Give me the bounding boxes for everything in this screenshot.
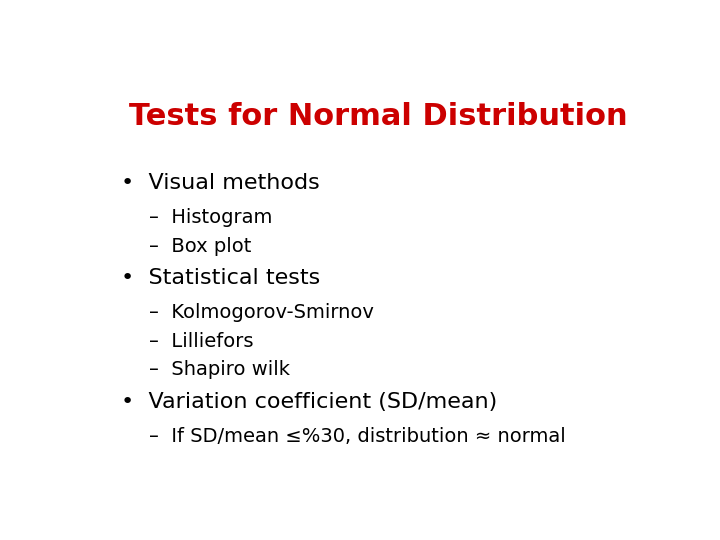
Text: –  If SD/mean ≤%30, distribution ≈ normal: – If SD/mean ≤%30, distribution ≈ normal [148,427,565,446]
Text: –  Box plot: – Box plot [148,237,251,255]
Text: •  Visual methods: • Visual methods [121,173,320,193]
Text: Tests for Normal Distribution: Tests for Normal Distribution [129,102,628,131]
Text: –  Lilliefors: – Lilliefors [148,332,253,351]
Text: –  Kolmogorov-Smirnov: – Kolmogorov-Smirnov [148,303,374,322]
Text: •  Variation coefficient (SD/mean): • Variation coefficient (SD/mean) [121,392,497,411]
Text: –  Histogram: – Histogram [148,208,272,227]
Text: •  Statistical tests: • Statistical tests [121,268,320,288]
Text: –  Shapiro wilk: – Shapiro wilk [148,360,289,379]
